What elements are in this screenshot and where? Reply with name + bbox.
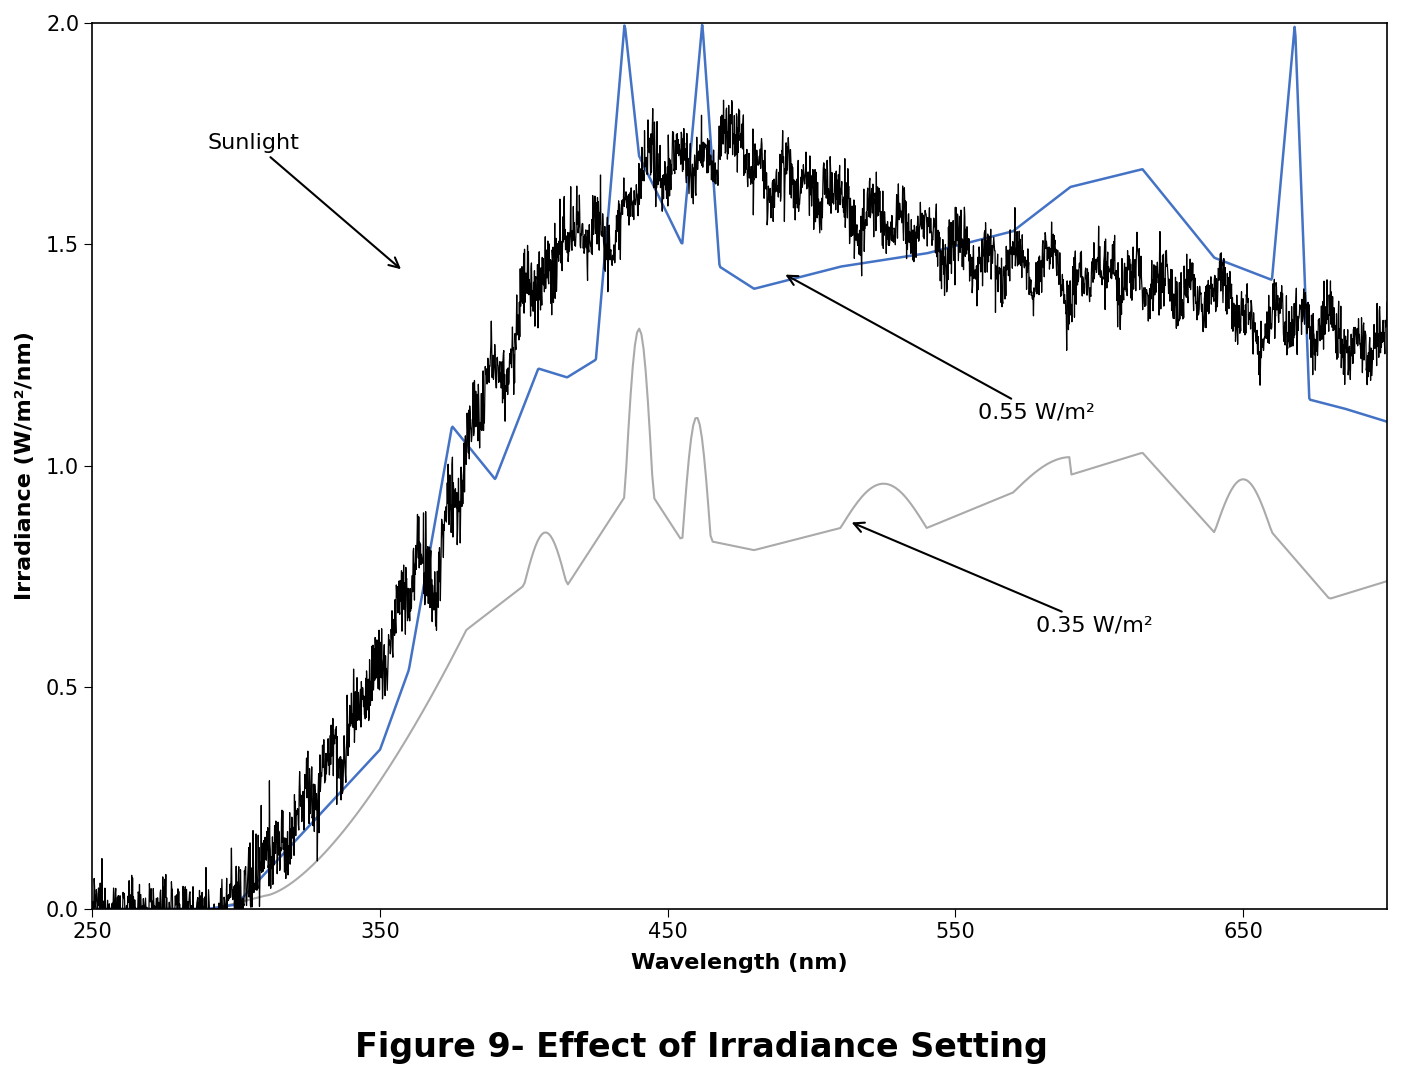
Y-axis label: Irradiance (W/m²/nm): Irradiance (W/m²/nm)	[15, 331, 35, 601]
Text: Sunlight: Sunlight	[207, 132, 400, 268]
Text: Figure 9- Effect of Irradiance Setting: Figure 9- Effect of Irradiance Setting	[355, 1032, 1047, 1064]
Text: 0.35 W/m²: 0.35 W/m²	[854, 522, 1152, 635]
Text: 0.55 W/m²: 0.55 W/m²	[788, 276, 1095, 422]
X-axis label: Wavelength (nm): Wavelength (nm)	[631, 954, 848, 973]
